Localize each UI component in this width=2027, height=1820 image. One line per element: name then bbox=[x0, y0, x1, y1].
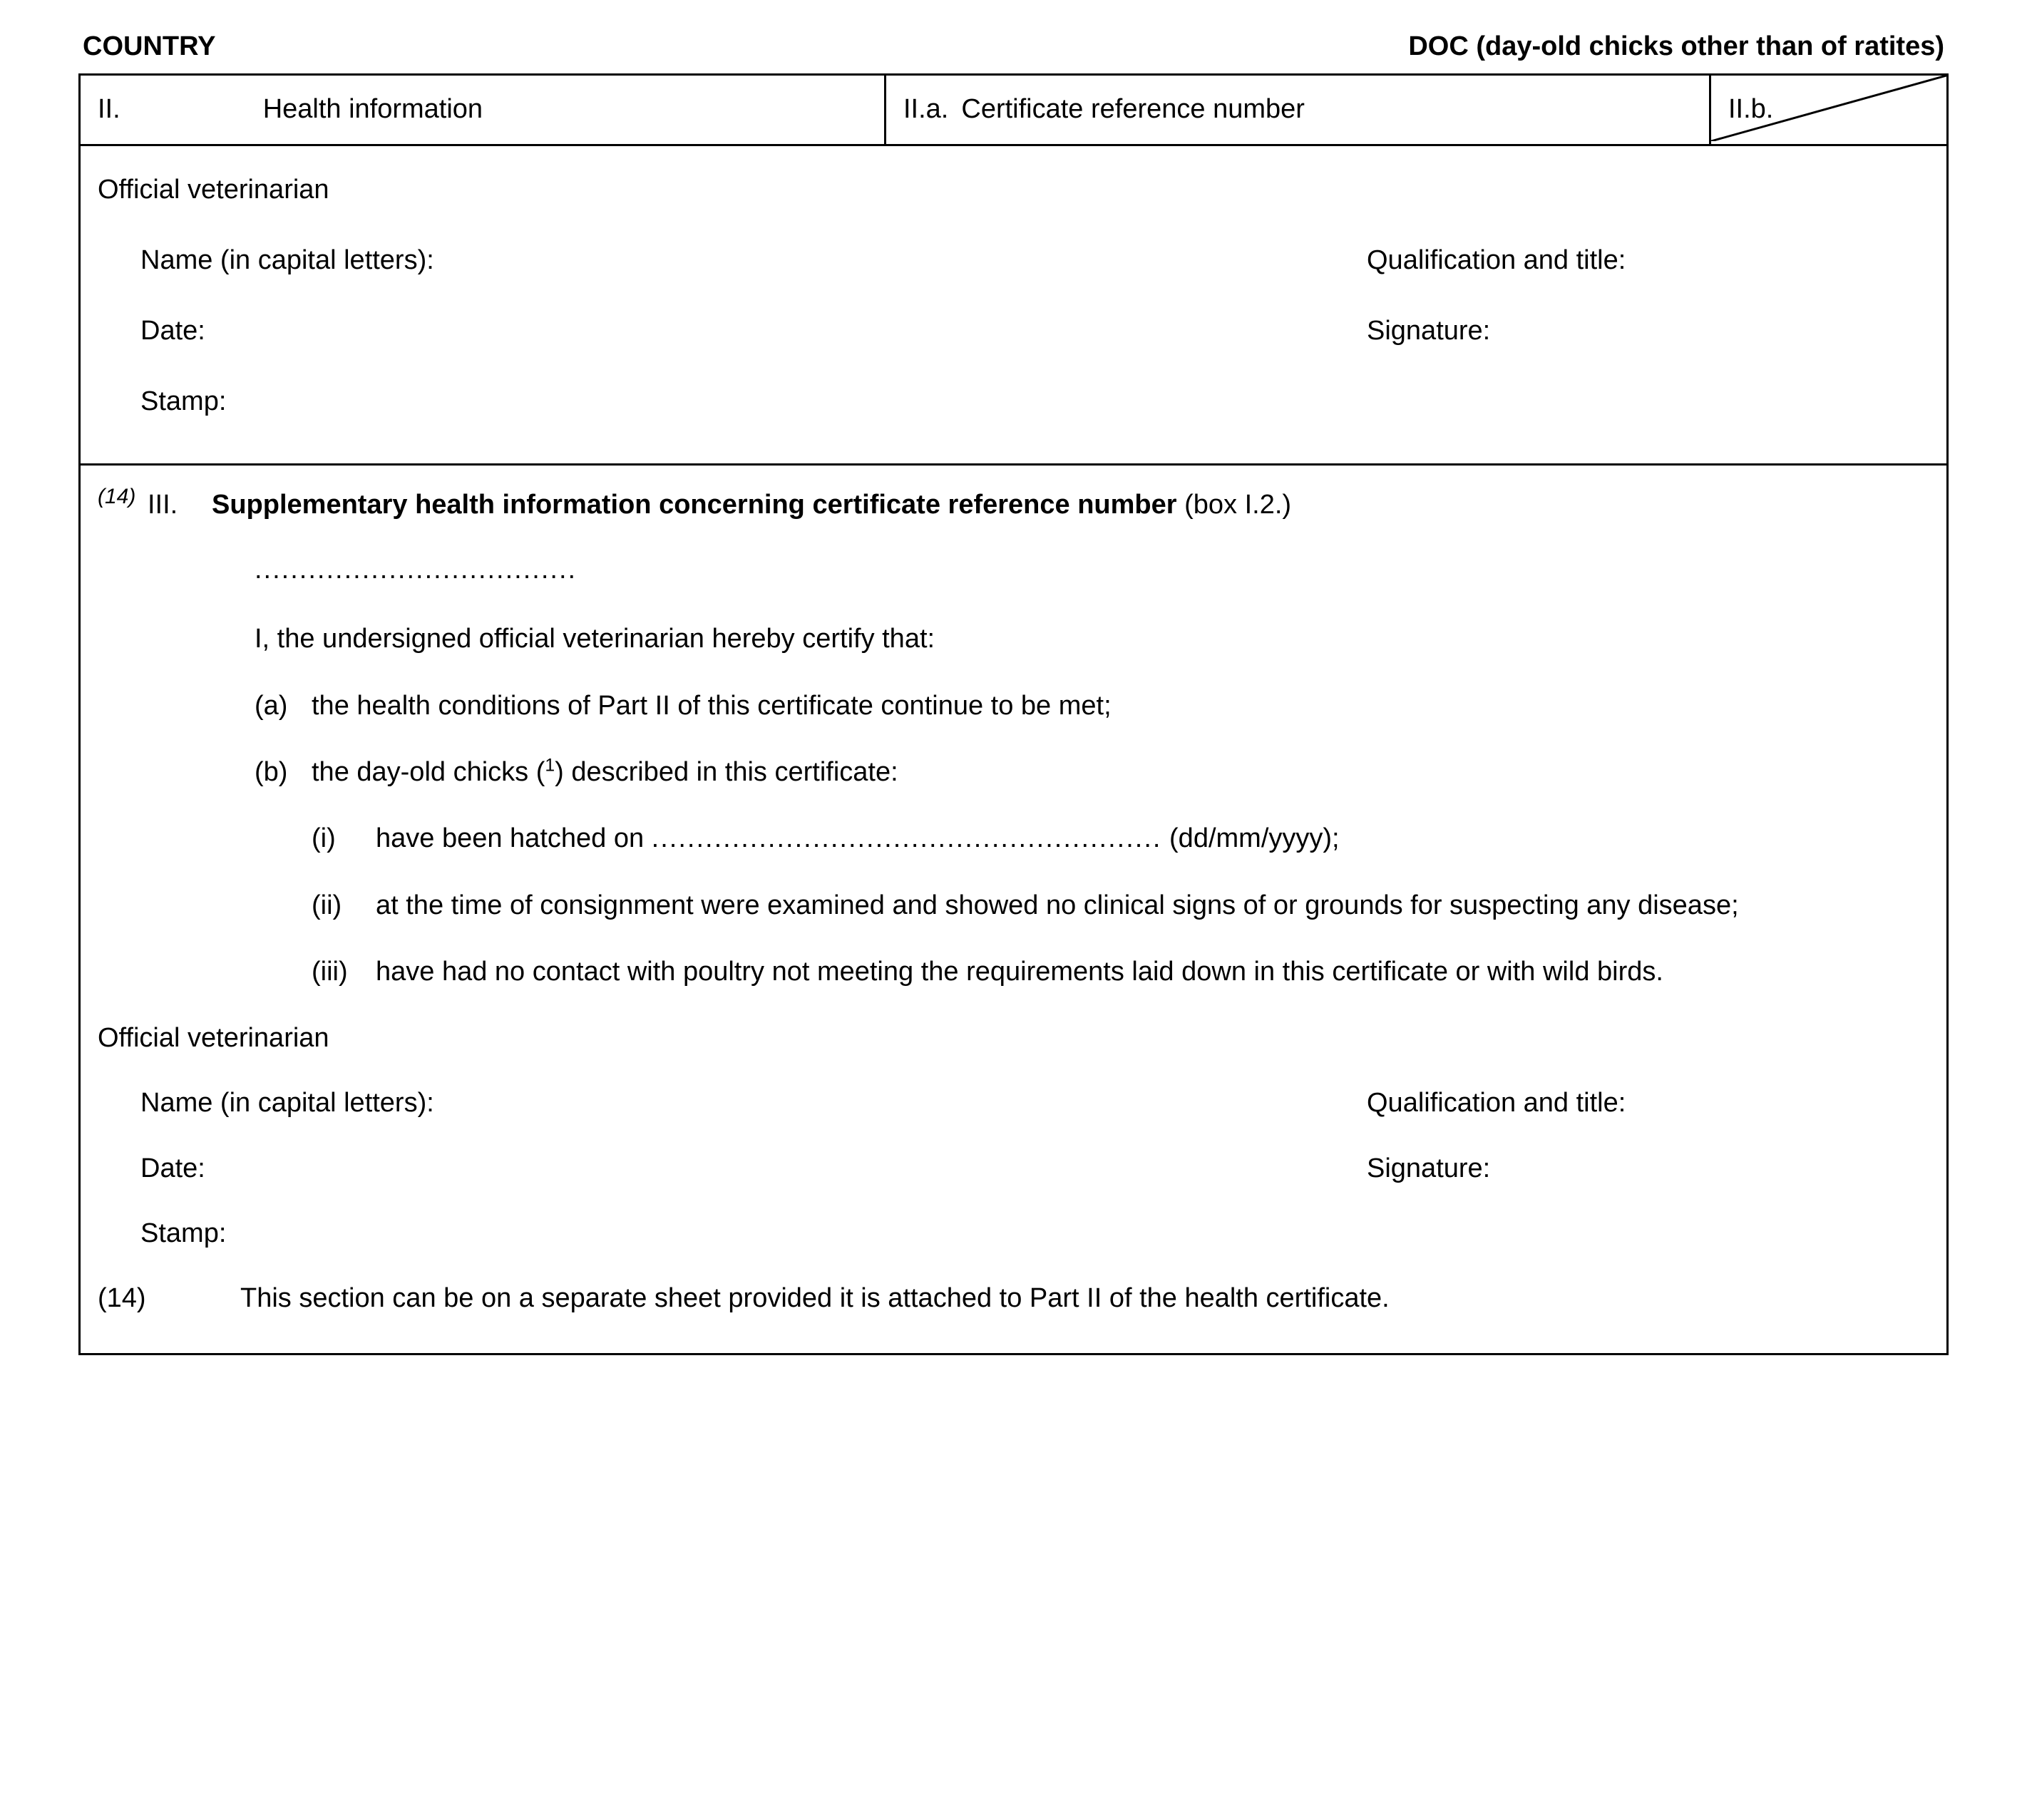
sub-i-marker: (i) bbox=[312, 821, 376, 857]
sub-item-iii: (iii) have had no contact with poultry n… bbox=[312, 954, 1929, 990]
section-iii-title-rest: (box I.2.) bbox=[1177, 490, 1292, 520]
vet-b-row-name: Name (in capital letters): Qualification… bbox=[140, 1085, 1929, 1121]
item-b-sublist: (i) have been hatched on ...............… bbox=[312, 821, 1929, 990]
vet-b-row-date: Date: Signature: bbox=[140, 1151, 1929, 1187]
sub-item-ii: (ii) at the time of consignment were exa… bbox=[312, 888, 1929, 924]
item-a-marker: (a) bbox=[255, 688, 312, 724]
page: COUNTRY DOC (day-old chicks other than o… bbox=[0, 0, 2027, 1412]
section-iii-num: III. bbox=[148, 487, 212, 523]
top-header-row: COUNTRY DOC (day-old chicks other than o… bbox=[78, 29, 1949, 65]
item-a-text: the health conditions of Part II of this… bbox=[312, 688, 1112, 724]
sub-i-dots: ........................................… bbox=[652, 823, 1162, 853]
sub-i-pre: have been hatched on bbox=[376, 823, 652, 853]
item-b: (b) the day-old chicks (1) described in … bbox=[255, 754, 1929, 791]
footnote-14-text: This section can be on a separate sheet … bbox=[240, 1280, 1390, 1317]
sub-ii-text: at the time of consignment were examined… bbox=[376, 888, 1929, 924]
sub-iii-text: have had no contact with poultry not mee… bbox=[376, 954, 1929, 990]
footnote-14-num: (14) bbox=[98, 1280, 240, 1317]
section-iii-body: .................................... I, … bbox=[255, 552, 1929, 990]
dotted-fill-line: .................................... bbox=[255, 552, 1929, 588]
certificate-box: II. Health information II.a. Certificate… bbox=[78, 73, 1949, 1354]
vet-b-qual-label: Qualification and title: bbox=[1367, 1085, 1929, 1121]
doc-label: DOC (day-old chicks other than of ratite… bbox=[1408, 29, 1944, 65]
vet-b-sig-label: Signature: bbox=[1367, 1151, 1929, 1187]
vet-a-title: Official veterinarian bbox=[98, 172, 1929, 208]
sub-ii-marker: (ii) bbox=[312, 888, 376, 924]
vet-b-name-label: Name (in capital letters): bbox=[140, 1085, 1367, 1121]
header-cell-cert-ref: II.a. Certificate reference number bbox=[886, 76, 1711, 143]
sub-i-post: (dd/mm/yyyy); bbox=[1161, 823, 1339, 853]
vet-b-stamp-label: Stamp: bbox=[140, 1215, 1929, 1252]
footnote-ref-14: (14) bbox=[98, 483, 148, 512]
section-ii-header: II. Health information II.a. Certificate… bbox=[81, 76, 1946, 145]
section-iii: (14) III. Supplementary health informati… bbox=[81, 466, 1946, 1353]
vet-a-date-label: Date: bbox=[140, 313, 1367, 349]
sub-item-i: (i) have been hatched on ...............… bbox=[312, 821, 1929, 857]
official-vet-section-a: Official veterinarian Name (in capital l… bbox=[81, 146, 1946, 466]
footnote-14: (14) This section can be on a separate s… bbox=[98, 1280, 1929, 1317]
vet-a-qual-label: Qualification and title: bbox=[1367, 242, 1929, 279]
header-iia-num: II.a. bbox=[903, 91, 948, 128]
item-a: (a) the health conditions of Part II of … bbox=[255, 688, 1929, 724]
vet-a-name-label: Name (in capital letters): bbox=[140, 242, 1367, 279]
section-iii-heading: (14) III. Supplementary health informati… bbox=[98, 487, 1929, 523]
item-b-post: ) described in this certificate: bbox=[555, 757, 898, 787]
section-iii-title: Supplementary health information concern… bbox=[212, 487, 1929, 523]
country-label: COUNTRY bbox=[83, 29, 215, 65]
header-ii-num: II. bbox=[98, 91, 120, 128]
sub-iii-marker: (iii) bbox=[312, 954, 376, 990]
item-b-marker: (b) bbox=[255, 754, 312, 791]
vet-a-stamp-label: Stamp: bbox=[140, 384, 1929, 420]
official-vet-section-b: Official veterinarian Name (in capital l… bbox=[98, 1020, 1929, 1252]
vet-a-row-name: Name (in capital letters): Qualification… bbox=[140, 242, 1929, 279]
sub-i-text: have been hatched on ...................… bbox=[376, 821, 1929, 857]
vet-b-date-label: Date: bbox=[140, 1151, 1367, 1187]
item-b-text: the day-old chicks (1) described in this… bbox=[312, 754, 898, 791]
vet-b-title: Official veterinarian bbox=[98, 1020, 1929, 1056]
header-cell-iib: II.b. bbox=[1711, 76, 1946, 143]
certify-intro: I, the undersigned official veterinarian… bbox=[255, 621, 1929, 657]
header-ii-label: Health information bbox=[263, 91, 483, 128]
header-iib-num: II.b. bbox=[1728, 91, 1773, 128]
header-iia-label: Certificate reference number bbox=[961, 91, 1305, 128]
superscript-1: 1 bbox=[545, 756, 555, 775]
header-cell-health-info: II. Health information bbox=[81, 76, 886, 143]
section-iii-title-bold: Supplementary health information concern… bbox=[212, 490, 1177, 520]
vet-a-row-date: Date: Signature: bbox=[140, 313, 1929, 349]
item-b-pre: the day-old chicks ( bbox=[312, 757, 545, 787]
vet-a-sig-label: Signature: bbox=[1367, 313, 1929, 349]
